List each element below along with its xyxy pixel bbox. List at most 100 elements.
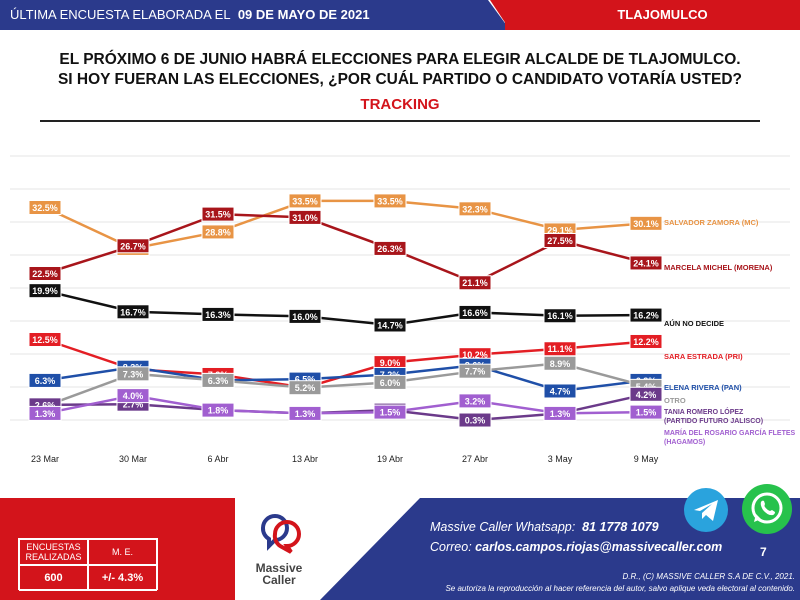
- data-label-text: 33.5%: [377, 196, 403, 206]
- data-label: 16.1%: [543, 308, 577, 324]
- data-label: 1.5%: [373, 404, 407, 420]
- data-label: 1.3%: [543, 405, 577, 421]
- data-label-text: 9.0%: [380, 358, 401, 368]
- data-label-text: 14.7%: [377, 320, 403, 330]
- data-label: 12.5%: [28, 332, 62, 347]
- data-label: 32.3%: [458, 201, 492, 217]
- email-address[interactable]: carlos.campos.riojas@massivecaller.com: [475, 540, 723, 554]
- data-label: 1.3%: [28, 405, 62, 421]
- data-label-text: 4.0%: [123, 391, 144, 401]
- data-label: 6.0%: [373, 374, 407, 390]
- data-label-text: 3.2%: [465, 396, 486, 406]
- data-label-text: 16.6%: [462, 308, 488, 318]
- data-label-text: 1.5%: [636, 408, 657, 418]
- data-label-text: 1.3%: [295, 409, 316, 419]
- tracking-chart: 32.5% 26.3% 28.8% 33.5% 33.5% 32.3% 29.1% 30.1%…: [10, 155, 796, 464]
- data-label: 8.9%: [543, 355, 577, 371]
- data-label-text: 16.0%: [292, 312, 318, 322]
- data-label: 19.9%: [28, 283, 62, 299]
- region-banner: TLAJOMULCO: [505, 0, 800, 30]
- data-label-text: 19.9%: [32, 286, 58, 296]
- data-label: 1.3%: [288, 405, 322, 421]
- legend-entry: (HAGAMOS): [664, 439, 705, 446]
- data-label-text: 31.0%: [292, 213, 318, 223]
- data-label-text: 16.7%: [120, 307, 146, 317]
- banner-divider: [470, 0, 510, 30]
- legend-entry: TANIA ROMERO LÓPEZ: [664, 407, 744, 416]
- data-label-text: 4.2%: [636, 390, 657, 400]
- top-bar: ÚLTIMA ENCUESTA ELABORADA EL 09 DE MAYO …: [0, 0, 800, 30]
- data-label-text: 16.1%: [547, 311, 573, 321]
- data-label: 27.5%: [543, 233, 577, 248]
- brand-logo-panel: [235, 498, 320, 600]
- data-label: 7.3%: [116, 366, 150, 382]
- footer-diagonal: [320, 498, 420, 600]
- x-tick-label: 9 May: [634, 454, 659, 464]
- data-label-text: 1.3%: [550, 409, 571, 419]
- page-number: 7: [760, 545, 767, 559]
- data-label: 32.5%: [28, 200, 62, 215]
- data-label-text: 24.1%: [633, 258, 659, 268]
- data-label-text: 21.1%: [462, 278, 488, 288]
- data-label: 3.2%: [458, 393, 492, 409]
- data-label-text: 7.7%: [465, 367, 486, 377]
- data-label: 22.5%: [28, 266, 62, 281]
- data-label-text: 16.3%: [205, 310, 231, 320]
- margin-error-value: +/- 4.3%: [88, 565, 157, 591]
- data-label-text: 8.9%: [550, 359, 571, 369]
- data-label-text: 0.3%: [465, 416, 486, 426]
- data-label-text: 6.3%: [35, 376, 56, 386]
- data-label: 4.0%: [116, 388, 150, 404]
- legend-entry: MARÍA DEL ROSARIO GARCÍA FLETES: [664, 428, 796, 437]
- data-label-text: 33.5%: [292, 196, 318, 206]
- data-label: 33.5%: [288, 193, 322, 209]
- data-label: 1.5%: [629, 404, 663, 420]
- tracking-label: TRACKING: [360, 96, 440, 113]
- legend-entry: SARA ESTRADA (PRI): [664, 352, 743, 361]
- copyright-line-2: Se autoriza la reproducción al hacer ref…: [445, 584, 795, 593]
- whatsapp-icon[interactable]: [742, 484, 792, 534]
- data-label: 24.1%: [629, 255, 663, 271]
- surveys-value: 600: [19, 565, 88, 591]
- brand-name-line-2: Caller: [262, 573, 296, 587]
- data-label: 5.2%: [288, 380, 322, 396]
- data-label-text: 4.7%: [550, 386, 571, 396]
- data-label-text: 26.3%: [377, 244, 403, 254]
- data-label-text: 12.5%: [32, 335, 58, 345]
- data-label: 30.1%: [629, 215, 663, 231]
- legend-entry: (PARTIDO FUTURO JALISCO): [664, 418, 763, 425]
- data-label: 16.3%: [201, 306, 235, 322]
- telegram-icon[interactable]: [684, 488, 728, 532]
- data-label-text: 22.5%: [32, 269, 58, 279]
- brand-name-line-1: Massive: [255, 561, 303, 575]
- footer-survey-panel: [0, 498, 235, 600]
- survey-date: 09 DE MAYO DE 2021: [237, 7, 370, 22]
- surveys-header: ENCUESTAS REALIZADAS: [19, 539, 88, 565]
- legend-entry: SALVADOR ZAMORA (MC): [664, 218, 759, 227]
- chart-legend: SALVADOR ZAMORA (MC) MARCELA MICHEL (MORE…: [664, 218, 796, 446]
- data-label: 28.8%: [201, 224, 235, 240]
- question-line-1: EL PRÓXIMO 6 DE JUNIO HABRÁ ELECCIONES P…: [59, 51, 741, 68]
- data-label: 31.5%: [201, 206, 235, 222]
- data-label-text: 12.2%: [633, 337, 659, 347]
- data-label: 11.1%: [543, 341, 577, 357]
- data-label: 7.7%: [458, 363, 492, 379]
- whatsapp-number[interactable]: 81 1778 1079: [582, 520, 659, 534]
- x-axis-labels: 23 Mar 30 Mar 6 Abr 13 Abr 19 Abr 27 Abr 3 May…: [31, 454, 659, 464]
- data-label: 14.7%: [373, 317, 407, 333]
- data-label: 1.8%: [201, 402, 235, 418]
- whatsapp-label: Massive Caller Whatsapp:: [430, 520, 576, 534]
- data-label-text: 7.3%: [123, 369, 144, 379]
- data-label: 0.3%: [458, 412, 492, 428]
- email-label: Correo:: [430, 540, 472, 554]
- x-tick-label: 27 Abr: [462, 454, 488, 464]
- title-rule: [40, 120, 760, 122]
- data-label: 21.1%: [458, 275, 492, 291]
- data-label: 4.2%: [629, 386, 663, 402]
- data-label: 31.0%: [288, 209, 322, 225]
- data-label-text: 6.5%: [295, 375, 316, 385]
- data-label-text: 32.3%: [462, 204, 488, 214]
- data-label-text: 30.1%: [633, 219, 659, 229]
- data-label-text: 1.5%: [380, 408, 401, 418]
